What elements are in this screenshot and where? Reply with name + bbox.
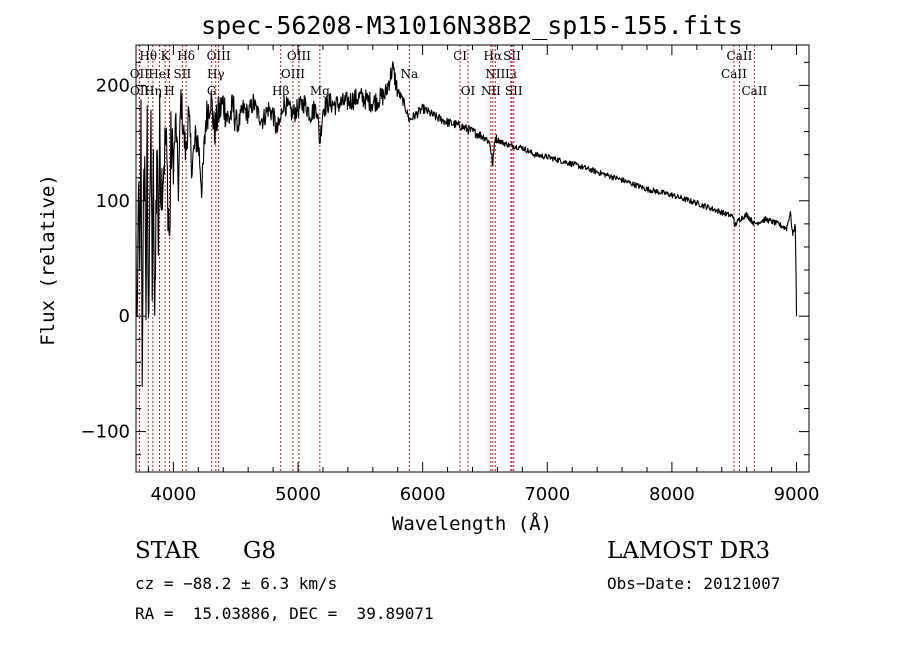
survey-name: LAMOST DR3 (607, 538, 771, 564)
observation-date: Obs−Date: 20121007 (607, 574, 781, 593)
axis-ticks: 4000 5000 6000 7000 8000 9000 −100 0 100 200 (81, 45, 820, 505)
line-marker-label-11: SII (174, 67, 192, 81)
line-marker-label-24: OI (461, 84, 476, 98)
line-marker-label-14: Na (400, 67, 418, 81)
line-marker-label-7: SII (503, 49, 521, 63)
line-marker-label-22: Hβ (272, 84, 289, 98)
x-tick-label-3: 7000 (524, 484, 570, 505)
line-marker-label-13: OIII (281, 67, 305, 81)
object-subclass: G8 (243, 538, 277, 564)
x-tick-label-5: 9000 (774, 484, 820, 505)
coordinates: RA = 15.03886, DEC = 39.89071 (135, 604, 434, 623)
x-tick-label-4: 8000 (649, 484, 695, 505)
line-marker-label-6: Hα (484, 49, 503, 63)
line-marker-label-18: OII (130, 84, 150, 98)
x-tick-label-2: 6000 (400, 484, 446, 505)
y-tick-label-0: −100 (81, 422, 130, 443)
plot-frame (135, 44, 810, 473)
y-tick-label-2: 100 (96, 191, 130, 212)
x-tick-label-0: 4000 (150, 484, 196, 505)
y-axis-label: Flux (relative) (37, 174, 59, 346)
line-marker-label-17: CaII (721, 67, 747, 81)
redshift-cz: cz = −88.2 ± 6.3 km/s (135, 574, 338, 593)
x-axis-label: Wavelength (Å) (392, 512, 552, 535)
line-marker-label-10: HeI (148, 67, 171, 81)
line-marker-label-16: Li (505, 67, 517, 81)
line-marker-label-26: SII (505, 84, 523, 98)
line-marker-label-25: NII (481, 84, 501, 98)
line-marker-label-19: Hη (144, 84, 162, 98)
line-marker-label-0: Hθ (139, 49, 157, 63)
line-marker-label-1: K (161, 49, 171, 63)
line-marker-label-27: CaII (741, 84, 767, 98)
line-marker-label-15: NII (485, 67, 505, 81)
x-tick-label-1: 5000 (275, 484, 321, 505)
line-marker-label-5: CI (453, 49, 467, 63)
line-marker-label-23: Mg (310, 84, 330, 98)
line-marker-label-2: Hδ (177, 49, 195, 63)
line-marker-label-8: CaII (727, 49, 753, 63)
y-tick-label-1: 0 (119, 306, 130, 327)
line-marker-label-12: Hγ (207, 67, 225, 81)
line-marker-label-3: OIII (207, 49, 231, 63)
line-marker-label-20: H (164, 84, 174, 98)
y-tick-label-3: 200 (96, 75, 130, 96)
spectrum-line (135, 61, 798, 388)
line-marker-label-4: OIII (287, 49, 311, 63)
chart-title: spec-56208-M31016N38B2_sp15-155.fits (201, 11, 743, 40)
object-class: STAR (135, 538, 199, 564)
